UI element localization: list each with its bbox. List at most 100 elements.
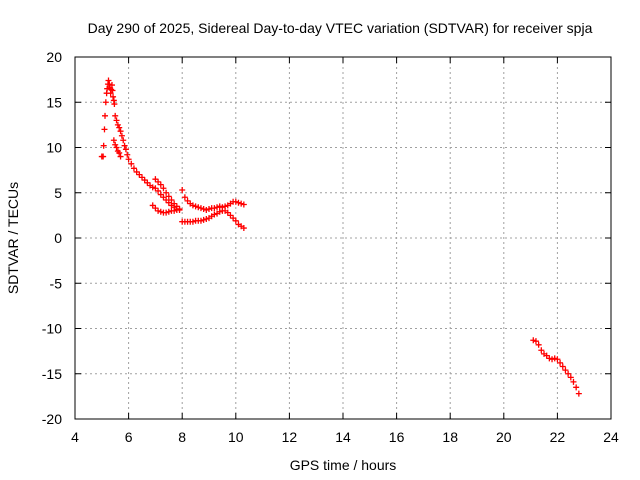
data-point	[116, 124, 123, 131]
data-point	[128, 160, 135, 167]
data-point	[120, 137, 127, 144]
y-tick-label: -10	[42, 321, 62, 337]
data-point	[230, 215, 237, 222]
x-axis-label: GPS time / hours	[290, 457, 397, 473]
data-point	[189, 218, 196, 225]
data-point	[184, 197, 191, 204]
data-point	[224, 209, 231, 216]
data-point	[573, 384, 580, 391]
data-point	[112, 112, 119, 119]
data-point	[149, 202, 156, 209]
data-point	[232, 217, 239, 224]
data-point	[551, 355, 558, 362]
data-point	[110, 93, 117, 100]
grid	[75, 57, 611, 419]
data-point	[197, 217, 204, 224]
data-point	[192, 203, 199, 210]
data-point	[557, 359, 564, 366]
y-tick-label: 20	[46, 49, 62, 65]
data-point	[116, 149, 123, 156]
data-point	[238, 200, 245, 207]
y-tick-label: -5	[50, 275, 63, 291]
data-point	[117, 153, 124, 160]
data-point	[181, 194, 188, 201]
data-point	[133, 168, 140, 175]
data-point	[113, 144, 120, 151]
data-point	[157, 181, 164, 188]
data-point	[173, 206, 180, 213]
data-point	[130, 165, 137, 172]
data-point	[567, 374, 574, 381]
y-tick-label: 0	[54, 230, 62, 246]
data-point	[100, 142, 107, 149]
y-tick-label: -20	[42, 411, 62, 427]
data-point	[176, 206, 183, 213]
data-point	[214, 204, 221, 211]
y-tick-label: 15	[46, 94, 62, 110]
y-tick-label: 10	[46, 140, 62, 156]
data-point	[240, 201, 247, 208]
data-point	[163, 209, 170, 216]
data-point	[144, 179, 151, 186]
data-point	[171, 207, 178, 214]
x-tick-label: 12	[282, 429, 298, 445]
data-point	[163, 189, 170, 196]
data-point	[111, 101, 118, 108]
data-point	[110, 137, 117, 144]
data-point	[152, 205, 159, 212]
data-point	[168, 196, 175, 203]
x-tick-label: 10	[228, 429, 244, 445]
data-point	[109, 87, 116, 94]
data-point	[189, 202, 196, 209]
data-point	[575, 390, 582, 397]
data-point	[152, 185, 159, 192]
data-point	[160, 185, 167, 192]
data-point	[203, 206, 210, 213]
data-point	[570, 378, 577, 385]
y-tick-label: 5	[54, 185, 62, 201]
data-point	[565, 370, 572, 377]
data-point	[216, 208, 223, 215]
data-point	[102, 99, 109, 106]
data-point	[235, 199, 242, 206]
data-point	[171, 200, 178, 207]
data-point	[543, 352, 550, 359]
data-point	[139, 174, 145, 181]
data-point	[240, 225, 247, 232]
y-axis-label: SDTVAR / TECUs	[5, 182, 21, 294]
data-point	[200, 206, 207, 213]
data-point	[108, 82, 115, 89]
data-point	[114, 121, 121, 128]
data-point	[554, 356, 561, 363]
data-point	[165, 208, 172, 215]
x-tick-label: 6	[125, 429, 133, 445]
data-point	[211, 205, 218, 212]
data-point	[155, 178, 162, 185]
data-point	[197, 205, 204, 212]
data-points	[98, 77, 582, 397]
x-tick-label: 18	[442, 429, 458, 445]
data-point	[157, 208, 164, 215]
data-point	[163, 196, 170, 203]
x-axis: 4 6 8 10 12 14 16 18 20 22 24	[71, 57, 619, 445]
data-point	[155, 187, 162, 194]
data-point	[101, 126, 108, 133]
data-point	[121, 142, 128, 149]
data-point	[112, 141, 119, 148]
data-point	[100, 153, 107, 160]
data-point	[136, 171, 143, 178]
data-point	[117, 128, 124, 135]
x-tick-label: 16	[389, 429, 405, 445]
data-point	[124, 151, 131, 158]
x-tick-label: 22	[550, 429, 566, 445]
chart-title: Day 290 of 2025, Sidereal Day-to-day VTE…	[88, 20, 593, 36]
data-point	[532, 338, 539, 345]
x-tick-label: 14	[335, 429, 351, 445]
data-point	[122, 146, 129, 153]
data-point	[113, 117, 120, 124]
data-point	[165, 193, 172, 200]
data-point	[125, 156, 132, 163]
data-point	[232, 198, 239, 205]
x-tick-label: 24	[603, 429, 619, 445]
